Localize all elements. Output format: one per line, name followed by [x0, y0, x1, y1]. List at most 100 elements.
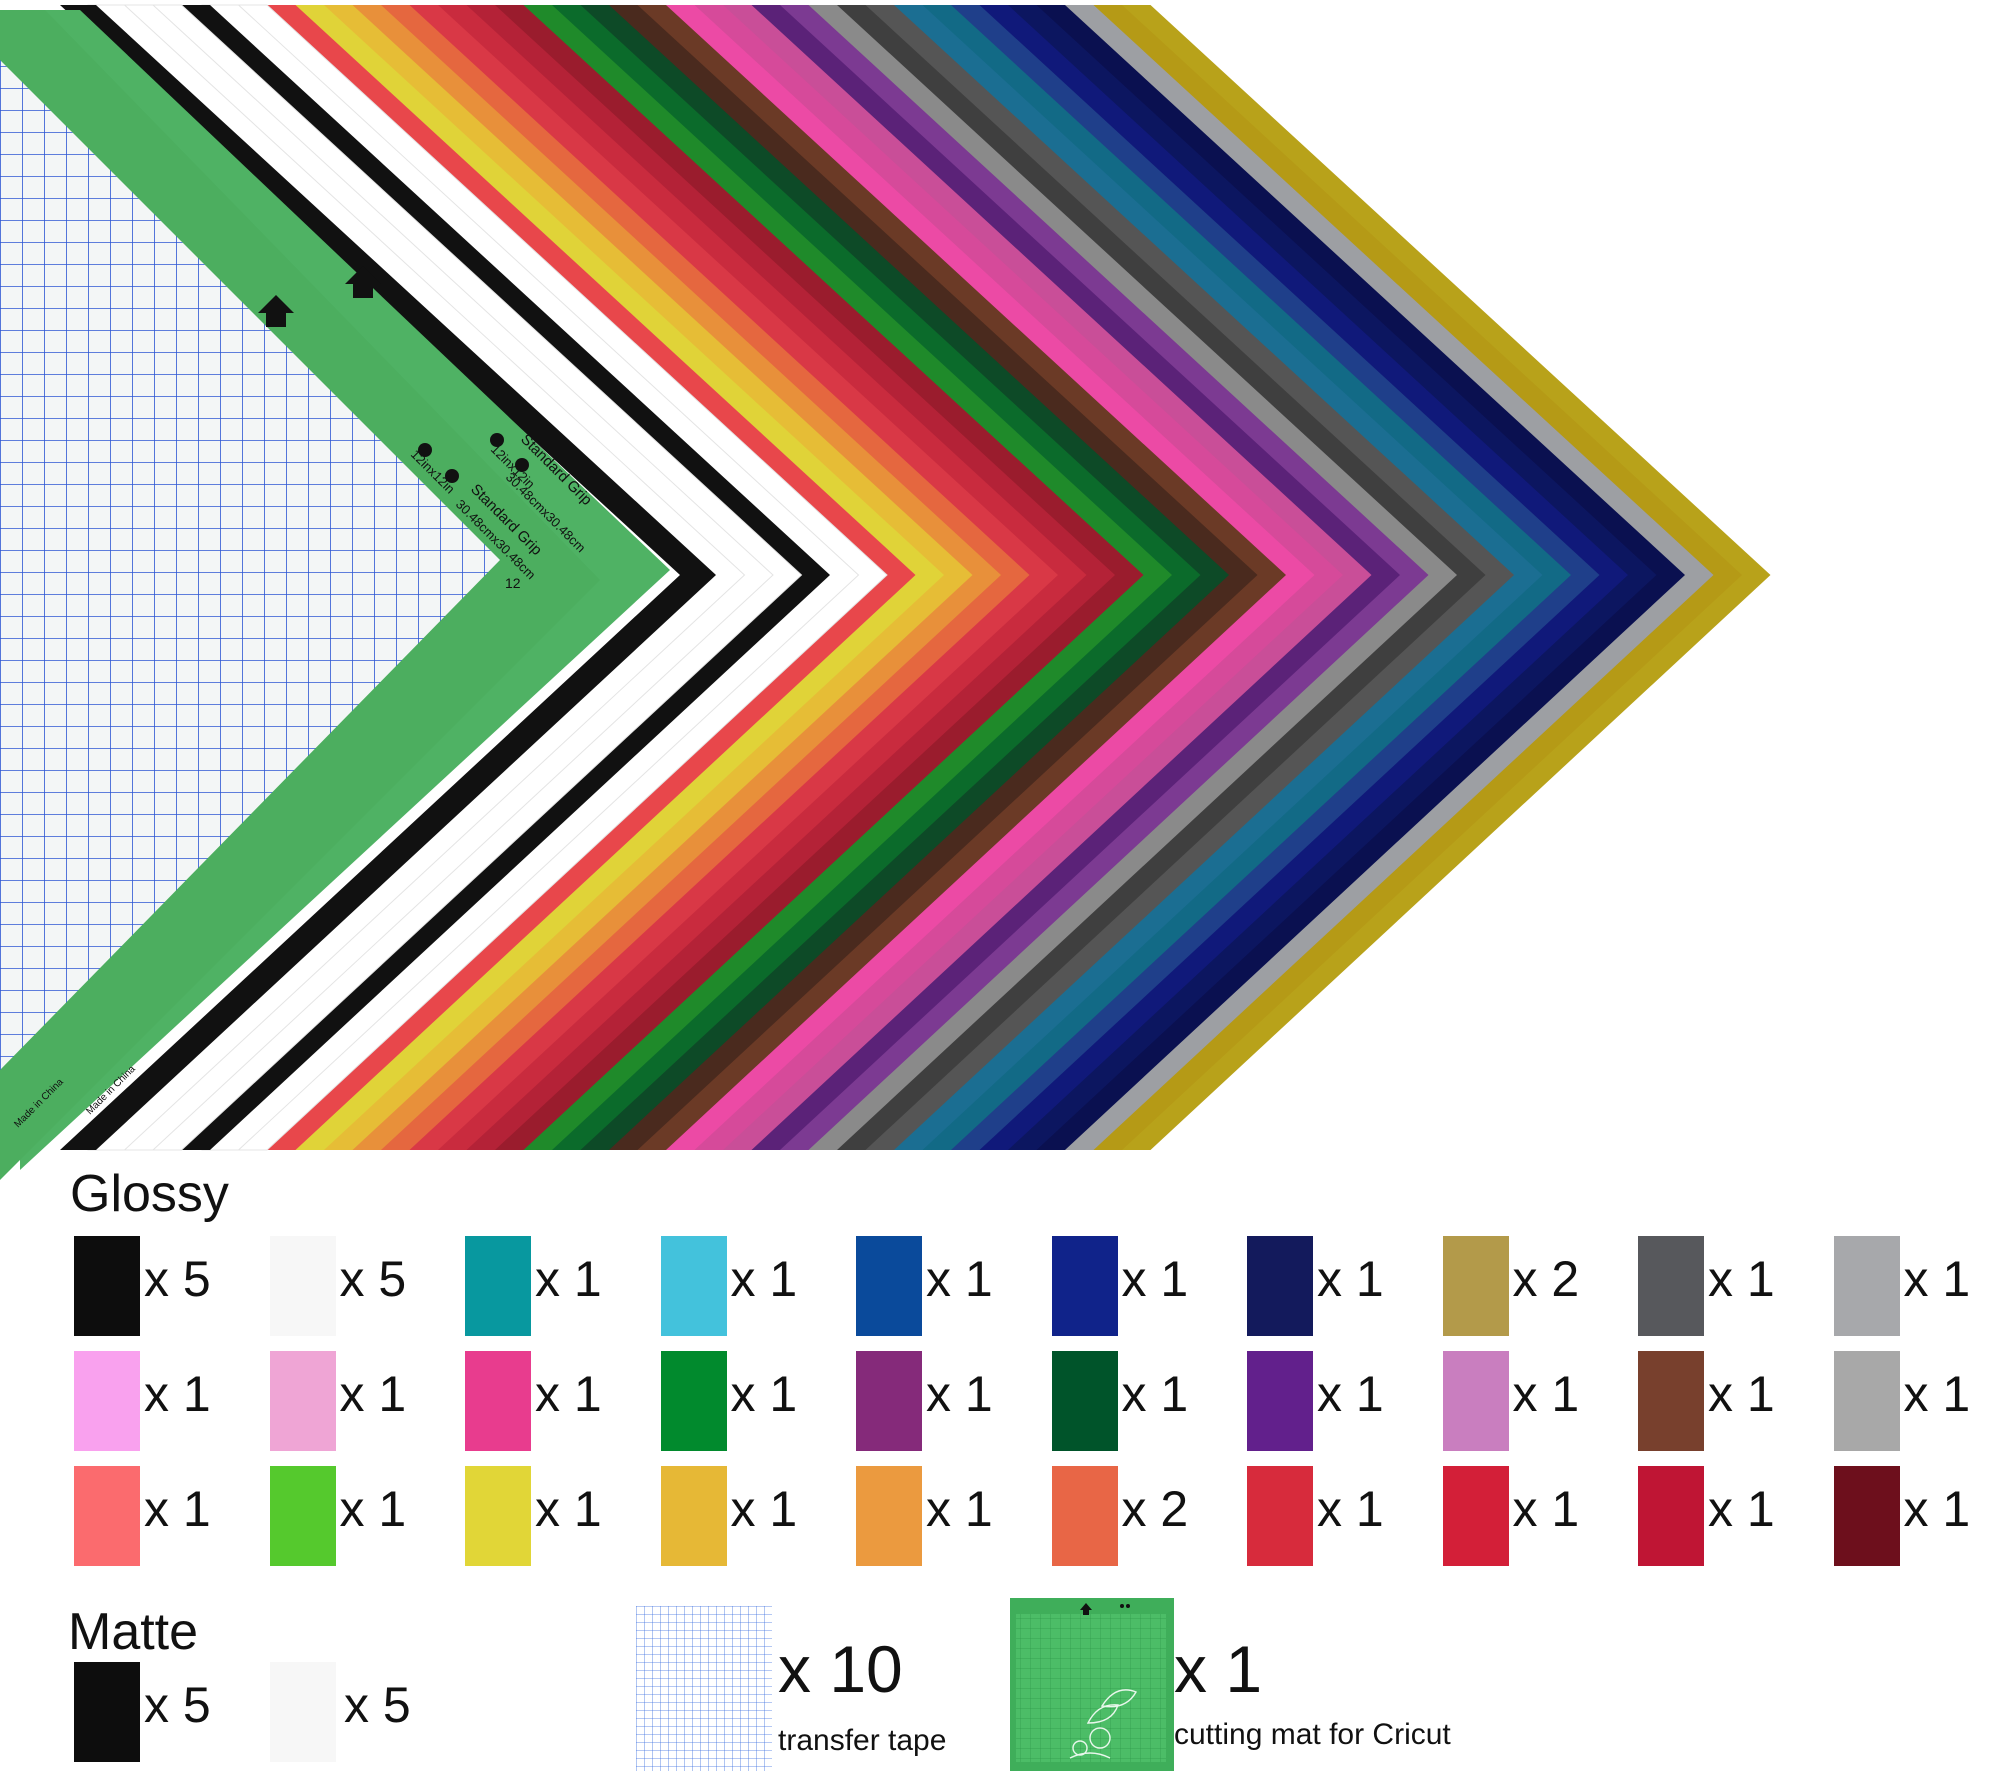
color-chip — [1833, 1466, 1900, 1566]
glossy-swatch-item: x 1 — [660, 1236, 851, 1336]
glossy-swatch-item: x 1 — [1442, 1351, 1633, 1451]
transfer-tape-quantity: x 10 — [778, 1632, 903, 1706]
glossy-swatch-item: x 5 — [269, 1236, 460, 1336]
quantity-label: x 1 — [926, 1366, 993, 1422]
glossy-swatch-item: x 1 — [856, 1351, 1046, 1451]
glossy-swatch-item: x 1 — [269, 1466, 460, 1566]
glossy-swatch-item: x 1 — [660, 1351, 851, 1451]
glossy-swatch-item: x 1 — [74, 1466, 264, 1566]
quantity-label: x 1 — [339, 1481, 407, 1537]
matte-swatch-item: x 5 — [74, 1662, 264, 1762]
glossy-swatch-item: x 1 — [465, 1236, 655, 1336]
transfer-tape-grid-icon — [636, 1606, 772, 1771]
color-chip — [856, 1236, 922, 1336]
matte-section-title: Matte — [68, 1603, 199, 1661]
transfer-tape-caption: transfer tape — [778, 1724, 947, 1757]
color-chip — [269, 1466, 336, 1566]
quantity-label: x 1 — [1903, 1366, 1971, 1422]
color-chip — [465, 1236, 531, 1336]
color-chip — [74, 1466, 140, 1566]
quantity-label: x 1 — [144, 1366, 211, 1422]
quantity-label: x 1 — [1708, 1366, 1775, 1422]
mat-front-tick-label: 12 — [505, 575, 521, 591]
quantity-label: x 1 — [926, 1251, 993, 1307]
glossy-swatch-item: x 1 — [1638, 1466, 1828, 1566]
quantity-label: x 1 — [1317, 1251, 1384, 1307]
quantity-label: x 1 — [1121, 1366, 1189, 1422]
transfer-tape-item: x 10 transfer tape — [636, 1606, 966, 1771]
quantity-label: x 1 — [339, 1366, 407, 1422]
color-chip — [1638, 1351, 1704, 1451]
cutting-mat-item: x 1 cutting mat for Cricut — [1010, 1598, 1500, 1771]
glossy-swatch-item: x 2 — [1442, 1236, 1633, 1336]
glossy-swatch-item: x 1 — [856, 1236, 1046, 1336]
quantity-label: x 5 — [144, 1251, 211, 1307]
quantity-label: x 1 — [1121, 1251, 1189, 1307]
glossy-swatch-item: x 1 — [1247, 1236, 1437, 1336]
glossy-swatch-item: x 1 — [660, 1466, 851, 1566]
glossy-swatch-item: x 1 — [465, 1351, 655, 1451]
quantity-label: x 5 — [339, 1251, 407, 1307]
color-chip — [269, 1236, 336, 1336]
color-chip — [1442, 1466, 1509, 1566]
cutting-mat-thumbnail-icon — [1010, 1598, 1174, 1771]
glossy-swatch-item: x 1 — [269, 1351, 460, 1451]
glossy-section-title: Glossy — [70, 1165, 229, 1223]
quantity-label: x 1 — [730, 1481, 798, 1537]
cutting-mat-front: Standard Grip 12inx12in 30.48cmx30.48cm … — [0, 10, 600, 1180]
mat-front-dot — [445, 469, 459, 483]
color-chip — [1051, 1466, 1118, 1566]
vinyl-sheet-stack — [60, 4, 1771, 1151]
quantity-label: x 1 — [1903, 1481, 1971, 1537]
mat-back-arrow-icon — [345, 266, 381, 298]
quantity-label: x 1 — [535, 1481, 602, 1537]
color-chip — [1638, 1236, 1704, 1336]
quantity-label: x 1 — [1708, 1251, 1775, 1307]
color-chip — [1051, 1236, 1118, 1336]
glossy-swatch-item: x 5 — [74, 1236, 264, 1336]
quantity-label: x 1 — [1317, 1481, 1384, 1537]
quantity-label: x 1 — [1708, 1481, 1775, 1537]
quantity-label: x 2 — [1121, 1481, 1189, 1537]
color-chip — [74, 1236, 140, 1336]
quantity-label: x 2 — [1512, 1251, 1580, 1307]
quantity-label: x 1 — [926, 1481, 993, 1537]
glossy-swatch-item: x 1 — [1833, 1351, 2000, 1451]
glossy-swatch-item: x 1 — [74, 1351, 264, 1451]
hero-product-image: Standard Grip 12inx12in 30.48cmx30.48cm … — [0, 4, 1771, 1180]
color-chip — [660, 1351, 727, 1451]
color-chip — [1833, 1351, 1900, 1451]
color-chip — [1638, 1466, 1704, 1566]
quantity-label: x 1 — [1903, 1251, 1971, 1307]
color-chip — [1247, 1351, 1313, 1451]
mat-front-arrow-icon — [258, 295, 294, 327]
color-chip — [660, 1236, 727, 1336]
quantity-label: x 1 — [144, 1481, 211, 1537]
color-chip — [1051, 1351, 1118, 1451]
color-chip — [465, 1466, 531, 1566]
color-chip — [74, 1351, 140, 1451]
glossy-swatch-item: x 2 — [1051, 1466, 1242, 1566]
quantity-label: x 5 — [144, 1677, 211, 1733]
glossy-swatch-item: x 1 — [1638, 1351, 1828, 1451]
quantity-label: x 1 — [535, 1251, 602, 1307]
color-chip — [1442, 1236, 1509, 1336]
color-chip — [270, 1662, 336, 1762]
color-chip — [1247, 1236, 1313, 1336]
color-chip — [269, 1351, 336, 1451]
cutting-mat-quantity: x 1 — [1174, 1632, 1263, 1706]
quantity-label: x 1 — [730, 1366, 798, 1422]
quantity-label: x 1 — [1512, 1481, 1580, 1537]
glossy-swatch-item: x 1 — [1638, 1236, 1828, 1336]
color-chip — [856, 1351, 922, 1451]
mat-back-dot — [490, 433, 504, 447]
glossy-swatch-item: x 1 — [1051, 1351, 1242, 1451]
glossy-swatch-item: x 1 — [856, 1466, 1046, 1566]
matte-swatch-item: x 5 — [270, 1662, 460, 1762]
color-chip — [1442, 1351, 1509, 1451]
color-chip — [1247, 1466, 1313, 1566]
glossy-swatch-item: x 1 — [1247, 1351, 1437, 1451]
mat-front-dot — [418, 443, 432, 457]
glossy-swatch-item: x 1 — [1247, 1466, 1437, 1566]
glossy-swatch-item: x 1 — [1442, 1466, 1633, 1566]
